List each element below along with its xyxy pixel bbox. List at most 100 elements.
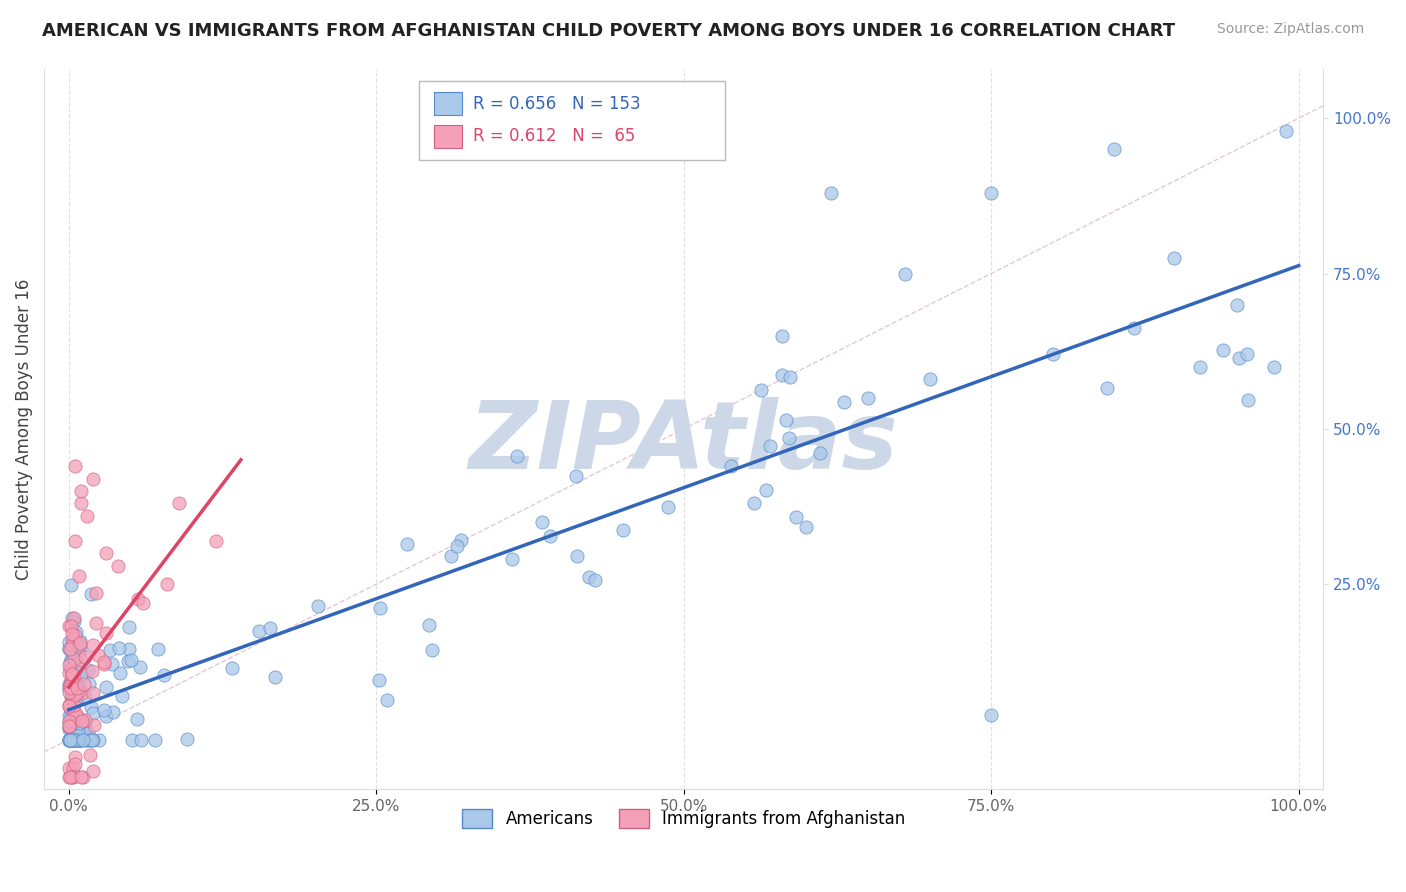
- Point: [83, 718, 105, 732]
- Bar: [434, 92, 463, 115]
- Point: [84, 616, 107, 631]
- Point: [440, 549, 463, 564]
- Point: [127, 712, 149, 726]
- Point: [58, 732, 80, 747]
- Point: [58, 619, 80, 633]
- Point: [129, 732, 152, 747]
- Point: [58, 770, 80, 784]
- Point: [1189, 359, 1212, 374]
- Point: [62, 732, 84, 747]
- Point: [856, 391, 879, 405]
- Point: [1212, 343, 1234, 358]
- Point: [100, 657, 122, 671]
- Point: [58, 714, 80, 729]
- Point: [770, 328, 793, 343]
- Point: [612, 524, 634, 538]
- Point: [67, 569, 90, 583]
- Text: ZIPAtlas: ZIPAtlas: [468, 397, 898, 490]
- Point: [58, 666, 80, 681]
- Point: [80, 699, 103, 714]
- Point: [418, 618, 440, 632]
- Point: [58, 708, 80, 723]
- Point: [65, 675, 87, 690]
- Point: [62, 704, 84, 718]
- Point: [63, 533, 86, 548]
- Point: [657, 500, 679, 514]
- Point: [58, 732, 80, 747]
- Point: [67, 711, 90, 725]
- Point: [1102, 142, 1125, 156]
- Point: [62, 652, 84, 666]
- Point: [59, 732, 82, 747]
- Point: [143, 732, 166, 747]
- Point: [82, 706, 104, 720]
- Point: [72, 732, 94, 747]
- Point: [59, 723, 82, 737]
- Point: [58, 761, 80, 775]
- Point: [58, 641, 80, 656]
- Point: [368, 601, 391, 615]
- Point: [63, 628, 86, 642]
- Point: [82, 764, 104, 778]
- Legend: Americans, Immigrants from Afghanistan: Americans, Immigrants from Afghanistan: [456, 803, 911, 835]
- Point: [59, 673, 82, 687]
- Point: [832, 395, 855, 409]
- Point: [1237, 392, 1260, 407]
- Point: [65, 692, 87, 706]
- Point: [62, 615, 84, 629]
- Point: [77, 677, 100, 691]
- Point: [66, 669, 89, 683]
- Point: [66, 732, 89, 747]
- Y-axis label: Child Poverty Among Boys Under 16: Child Poverty Among Boys Under 16: [15, 278, 32, 580]
- Point: [58, 698, 80, 713]
- Point: [69, 633, 91, 648]
- Point: [65, 625, 87, 640]
- Point: [377, 693, 399, 707]
- Point: [894, 267, 917, 281]
- Point: [82, 732, 104, 747]
- Point: [531, 515, 554, 529]
- Point: [62, 694, 84, 708]
- Point: [59, 655, 82, 669]
- Point: [65, 732, 87, 747]
- Point: [127, 592, 149, 607]
- Point: [65, 706, 87, 721]
- Point: [73, 720, 96, 734]
- Point: [146, 642, 169, 657]
- Point: [980, 707, 1002, 722]
- Point: [66, 726, 89, 740]
- Point: [779, 370, 801, 384]
- Point: [69, 731, 91, 745]
- Point: [1227, 351, 1250, 365]
- Point: [107, 558, 129, 573]
- Point: [73, 732, 96, 747]
- Point: [65, 750, 87, 764]
- Point: [367, 673, 389, 687]
- Point: [63, 459, 86, 474]
- Point: [153, 668, 176, 682]
- Point: [76, 508, 98, 523]
- Point: [67, 684, 90, 698]
- Point: [87, 732, 110, 747]
- Point: [62, 732, 84, 747]
- Point: [60, 732, 83, 747]
- Point: [60, 638, 83, 652]
- Point: [565, 549, 588, 563]
- Point: [58, 685, 80, 699]
- Point: [79, 587, 101, 601]
- Point: [63, 672, 86, 686]
- Point: [118, 620, 141, 634]
- Point: [420, 643, 443, 657]
- Point: [79, 732, 101, 747]
- Point: [264, 670, 287, 684]
- Point: [69, 666, 91, 681]
- Point: [66, 655, 89, 669]
- Point: [565, 469, 588, 483]
- Point: [59, 679, 82, 693]
- Point: [65, 658, 87, 673]
- Point: [60, 632, 83, 646]
- Point: [59, 732, 82, 747]
- Point: [1236, 347, 1258, 361]
- Text: AMERICAN VS IMMIGRANTS FROM AFGHANISTAN CHILD POVERTY AMONG BOYS UNDER 16 CORREL: AMERICAN VS IMMIGRANTS FROM AFGHANISTAN …: [42, 22, 1175, 40]
- Point: [65, 689, 87, 703]
